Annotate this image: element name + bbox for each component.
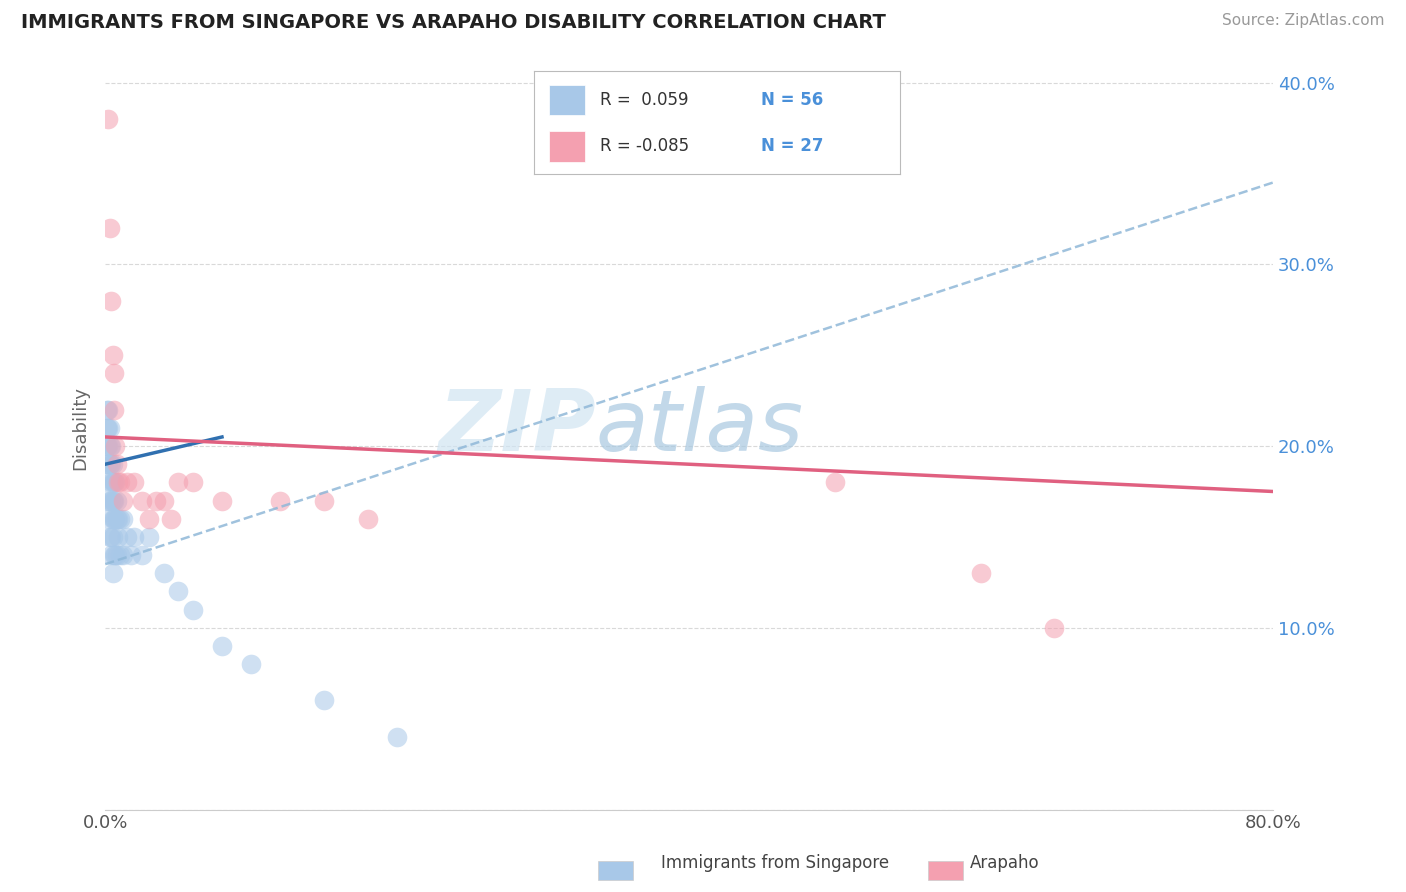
Point [181,475,204,490]
Point [104,548,127,562]
Point [100,493,122,508]
Point [121,548,143,562]
Point [100,475,122,490]
Point [101,457,124,471]
Point [314,493,336,508]
Text: R = -0.085: R = -0.085 [600,137,689,155]
Point [314,693,336,707]
Text: Source: ZipAtlas.com: Source: ZipAtlas.com [1222,13,1385,29]
Point [101,475,124,490]
Bar [548,131,585,161]
Point [152,566,174,581]
Point [100,293,122,308]
Point [96,439,118,453]
Point [97,439,120,453]
Point [103,475,125,490]
Point [105,512,128,526]
Point [96,402,118,417]
Point [108,548,131,562]
Point [103,367,125,381]
Point [111,548,134,562]
Point [970,566,993,581]
Point [98,493,121,508]
Point [97,402,120,417]
Point [98,221,121,235]
Point [124,475,146,490]
Point [131,493,153,508]
Point [385,730,408,744]
Point [115,475,138,490]
Point [98,457,121,471]
Y-axis label: Disability: Disability [72,386,89,470]
Point [124,530,146,544]
Point [101,512,124,526]
Point [211,639,233,653]
Text: IMMIGRANTS FROM SINGAPORE VS ARAPAHO DISABILITY CORRELATION CHART: IMMIGRANTS FROM SINGAPORE VS ARAPAHO DIS… [21,13,886,32]
Point [107,475,129,490]
Point [107,530,129,544]
Point [131,548,153,562]
Point [96,421,118,435]
Point [103,548,125,562]
Text: N = 56: N = 56 [761,91,823,109]
Point [100,548,122,562]
Point [101,493,124,508]
Point [824,475,846,490]
Point [100,530,122,544]
Point [108,475,131,490]
Point [138,512,160,526]
Point [152,493,174,508]
Point [357,512,380,526]
Point [115,530,138,544]
Point [211,493,233,508]
Text: ZIP: ZIP [439,386,596,469]
Point [145,493,167,508]
Text: R =  0.059: R = 0.059 [600,91,689,109]
Text: Arapaho: Arapaho [970,855,1040,872]
Point [105,548,128,562]
Text: atlas: atlas [596,386,804,469]
Point [97,512,120,526]
Point [97,112,120,126]
Point [101,348,124,362]
Point [104,475,127,490]
Point [98,530,121,544]
Point [100,439,122,453]
Point [98,439,121,453]
Bar [548,85,585,115]
Point [103,512,125,526]
Point [97,457,120,471]
Point [100,457,122,471]
Point [167,584,190,599]
Point [104,512,127,526]
Point [105,493,128,508]
Text: Immigrants from Singapore: Immigrants from Singapore [661,855,889,872]
Point [108,512,131,526]
Point [97,493,120,508]
Point [138,530,160,544]
Point [160,512,183,526]
Point [240,657,263,672]
Point [96,475,118,490]
Point [167,475,190,490]
Point [96,457,118,471]
Point [111,512,134,526]
Point [107,512,129,526]
Point [181,602,204,616]
Point [105,457,128,471]
Point [104,439,127,453]
Point [101,566,124,581]
Point [111,493,134,508]
Point [98,421,121,435]
Point [101,530,124,544]
Point [97,421,120,435]
Point [269,493,291,508]
Point [103,402,125,417]
Point [1043,621,1066,635]
Text: N = 27: N = 27 [761,137,824,155]
Point [103,493,125,508]
